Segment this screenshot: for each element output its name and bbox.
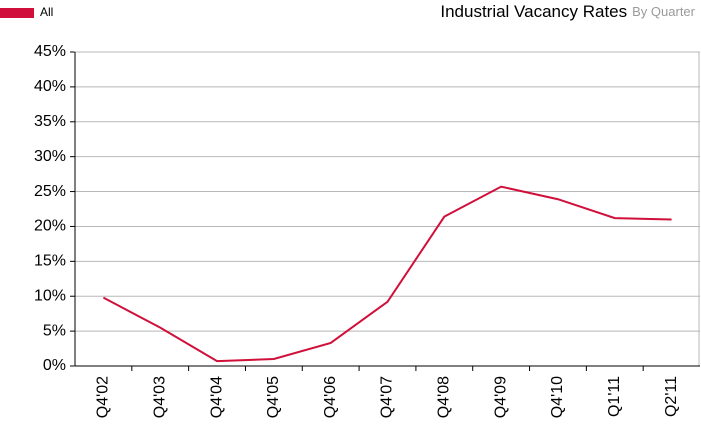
chart-subtitle: By Quarter — [632, 4, 696, 19]
x-tick-label: Q4'03 — [151, 376, 168, 418]
data-line — [102, 185, 672, 363]
x-tick-label: Q4'07 — [379, 376, 396, 418]
x-tick-label: Q4'09 — [492, 376, 509, 418]
x-tick-label: Q4'06 — [322, 376, 339, 418]
x-tick-label: Q4'05 — [265, 376, 282, 418]
y-tick-label: 20% — [34, 218, 66, 235]
y-tick-label: 45% — [34, 43, 66, 60]
x-tick-label: Q4'02 — [95, 376, 112, 418]
y-tick-label: 25% — [34, 183, 66, 200]
y-tick-label: 15% — [34, 253, 66, 270]
chart-title: Industrial Vacancy Rates — [440, 2, 627, 21]
y-tick-label: 10% — [34, 287, 66, 304]
x-tick-label: Q1'11 — [606, 376, 623, 417]
y-tick-label: 30% — [34, 148, 66, 165]
y-tick-label: 40% — [34, 78, 66, 95]
plot-frame — [74, 51, 700, 367]
x-tick-label: Q4'08 — [436, 376, 453, 418]
x-tick-label: Q4'10 — [549, 376, 566, 418]
x-tick-label: Q2'11 — [663, 376, 680, 417]
chart-heading: Industrial Vacancy Rates By Quarter — [440, 2, 695, 21]
y-tick-label: 35% — [34, 113, 66, 130]
y-tick-label: 5% — [43, 322, 66, 339]
legend-label: All — [40, 5, 53, 19]
legend-swatch — [0, 8, 34, 18]
x-tick-label: Q4'04 — [208, 376, 225, 418]
y-tick-label: 0% — [43, 357, 66, 374]
